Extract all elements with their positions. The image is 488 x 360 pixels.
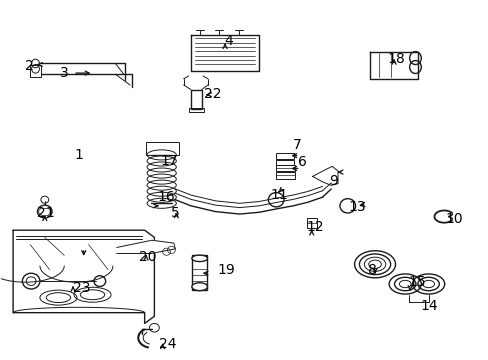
Text: 16: 16 bbox=[157, 190, 175, 204]
Text: 17: 17 bbox=[160, 154, 178, 168]
Text: 12: 12 bbox=[305, 220, 323, 234]
Polygon shape bbox=[369, 51, 417, 78]
Text: 10: 10 bbox=[444, 212, 462, 226]
Text: 23: 23 bbox=[72, 280, 90, 294]
Text: 9: 9 bbox=[328, 174, 337, 188]
Bar bbox=[275, 172, 295, 179]
Bar bbox=[30, 64, 41, 77]
Text: 3: 3 bbox=[60, 66, 68, 80]
Polygon shape bbox=[117, 240, 175, 253]
Text: 6: 6 bbox=[297, 155, 306, 169]
Text: 20: 20 bbox=[139, 250, 157, 264]
Bar bbox=[275, 165, 295, 171]
Text: 11: 11 bbox=[270, 188, 288, 202]
Bar bbox=[190, 90, 201, 109]
Polygon shape bbox=[13, 230, 154, 323]
Polygon shape bbox=[190, 35, 259, 71]
Text: 5: 5 bbox=[171, 206, 179, 220]
Text: 22: 22 bbox=[203, 87, 221, 101]
Text: 1: 1 bbox=[74, 148, 83, 162]
Text: 15: 15 bbox=[408, 275, 426, 289]
Bar bbox=[188, 108, 203, 112]
Text: 4: 4 bbox=[224, 34, 233, 48]
Text: 14: 14 bbox=[420, 299, 438, 313]
Bar bbox=[306, 218, 316, 228]
Bar bbox=[146, 142, 179, 155]
Text: 8: 8 bbox=[367, 264, 376, 277]
Text: 24: 24 bbox=[159, 337, 176, 351]
Bar bbox=[275, 153, 294, 159]
Ellipse shape bbox=[191, 283, 207, 291]
Text: 18: 18 bbox=[387, 52, 405, 66]
Bar bbox=[191, 256, 207, 289]
Text: 19: 19 bbox=[217, 264, 234, 277]
Text: 7: 7 bbox=[292, 138, 301, 152]
Text: 13: 13 bbox=[348, 200, 366, 214]
Text: 2: 2 bbox=[25, 59, 34, 73]
Bar bbox=[275, 159, 294, 165]
Ellipse shape bbox=[191, 255, 207, 262]
Text: 21: 21 bbox=[37, 206, 55, 220]
